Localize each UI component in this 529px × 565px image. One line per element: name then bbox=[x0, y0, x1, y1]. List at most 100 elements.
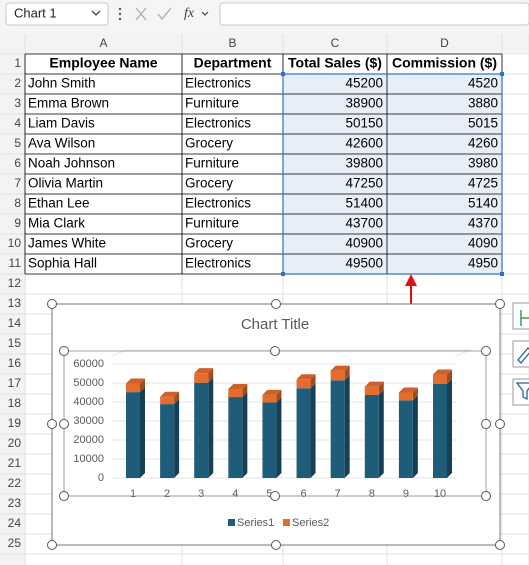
resize-handle[interactable] bbox=[271, 299, 281, 309]
function-label[interactable]: fx bbox=[184, 6, 195, 21]
column-header: A bbox=[99, 36, 107, 50]
bar-side bbox=[378, 381, 384, 395]
resize-handle[interactable] bbox=[481, 419, 491, 429]
formula-input[interactable] bbox=[219, 2, 529, 26]
resize-handle[interactable] bbox=[47, 540, 57, 550]
table-cell: Furniture bbox=[185, 96, 239, 111]
bar bbox=[126, 392, 140, 478]
resize-handle[interactable] bbox=[59, 419, 69, 429]
table-cell: 51400 bbox=[345, 196, 383, 211]
bar-side bbox=[310, 374, 316, 389]
table-cell: 3980 bbox=[468, 156, 498, 171]
table-cell: Electronics bbox=[185, 116, 251, 131]
bar-top bbox=[126, 378, 145, 384]
bar-top bbox=[262, 389, 282, 395]
bar-side bbox=[208, 368, 214, 383]
bar-side bbox=[208, 377, 214, 478]
x-tick-label: 1 bbox=[130, 488, 136, 500]
row-header: 17 bbox=[8, 376, 22, 390]
table-header: Employee Name bbox=[49, 55, 157, 71]
resize-handle[interactable] bbox=[270, 491, 280, 501]
x-tick-label: 5 bbox=[266, 488, 272, 500]
resize-handle[interactable] bbox=[481, 491, 491, 501]
column-header: D bbox=[440, 36, 449, 50]
bar bbox=[228, 397, 243, 478]
legend-label: Series2 bbox=[292, 517, 329, 529]
table-cell: 47250 bbox=[345, 176, 383, 191]
bar-side bbox=[378, 389, 384, 478]
column-header: C bbox=[331, 36, 340, 50]
table-cell: 4260 bbox=[468, 136, 498, 151]
x-tick-label: 6 bbox=[300, 488, 306, 500]
legend-swatch bbox=[228, 519, 235, 526]
resize-handle[interactable] bbox=[59, 346, 69, 356]
resize-handle[interactable] bbox=[481, 346, 491, 356]
row-header: 7 bbox=[14, 176, 21, 190]
bar bbox=[194, 382, 209, 478]
table-cell: Electronics bbox=[185, 196, 251, 211]
bar-top bbox=[364, 381, 384, 387]
table-cell: Ava Wilson bbox=[28, 136, 95, 151]
legend-swatch bbox=[283, 519, 290, 526]
table-cell: Grocery bbox=[185, 136, 233, 151]
bar bbox=[330, 370, 345, 381]
enter-icon[interactable] bbox=[157, 7, 172, 21]
row-header: 22 bbox=[8, 476, 22, 490]
bar-side bbox=[344, 365, 350, 381]
resize-handle[interactable] bbox=[47, 419, 57, 429]
table-cell: 3880 bbox=[468, 96, 498, 111]
bar-side bbox=[344, 375, 350, 478]
cancel-icon[interactable] bbox=[135, 7, 147, 21]
chart-tool-icon bbox=[520, 310, 529, 326]
resize-handle[interactable] bbox=[271, 540, 281, 550]
bar bbox=[398, 400, 413, 478]
row-header: 19 bbox=[8, 416, 22, 430]
resize-handle[interactable] bbox=[495, 540, 505, 550]
table-cell: 38900 bbox=[345, 96, 383, 111]
resize-handle[interactable] bbox=[495, 299, 505, 309]
row-header: 16 bbox=[8, 356, 22, 370]
resize-handle[interactable] bbox=[47, 299, 57, 309]
row-header: 15 bbox=[8, 336, 22, 350]
row-header: 23 bbox=[8, 496, 22, 510]
bar bbox=[296, 388, 311, 478]
function-dropdown[interactable] bbox=[201, 11, 209, 16]
name-box-dropdown[interactable] bbox=[91, 10, 101, 16]
table-cell: John Smith bbox=[28, 76, 96, 91]
bar bbox=[364, 386, 379, 395]
bar bbox=[296, 379, 311, 389]
more-icon[interactable] bbox=[118, 7, 122, 21]
row-header: 14 bbox=[8, 316, 22, 330]
bar-top bbox=[398, 387, 418, 393]
table-cell: Ethan Lee bbox=[28, 196, 90, 211]
resize-handle[interactable] bbox=[495, 419, 505, 429]
table-cell: 4520 bbox=[468, 76, 498, 91]
table-cell: Furniture bbox=[185, 216, 239, 231]
selection-handle bbox=[281, 72, 285, 76]
chart-tool-button[interactable] bbox=[512, 340, 529, 368]
bar bbox=[126, 383, 140, 393]
row-header: 4 bbox=[14, 116, 21, 130]
y-tick-label: 60000 bbox=[73, 358, 104, 370]
name-box[interactable] bbox=[5, 2, 109, 26]
selection-handle bbox=[281, 272, 285, 276]
y-tick-label: 20000 bbox=[73, 434, 104, 446]
bar-top bbox=[330, 365, 350, 371]
row-header: 6 bbox=[14, 156, 21, 170]
resize-handle[interactable] bbox=[59, 491, 69, 501]
row-header: 10 bbox=[8, 236, 22, 250]
column-header: B bbox=[228, 36, 236, 50]
bar-side bbox=[276, 397, 282, 478]
column-header-bg bbox=[0, 34, 529, 54]
y-tick-label: 0 bbox=[98, 472, 104, 484]
bar-side bbox=[447, 378, 452, 478]
bar bbox=[398, 392, 413, 401]
row-header: 1 bbox=[14, 56, 21, 70]
bar-side bbox=[174, 391, 180, 405]
row-header: 5 bbox=[14, 136, 21, 150]
table-cell: Sophia Hall bbox=[28, 256, 97, 271]
selection-handle bbox=[500, 72, 504, 76]
table-cell: Noah Johnson bbox=[28, 156, 115, 171]
resize-handle[interactable] bbox=[270, 346, 280, 356]
